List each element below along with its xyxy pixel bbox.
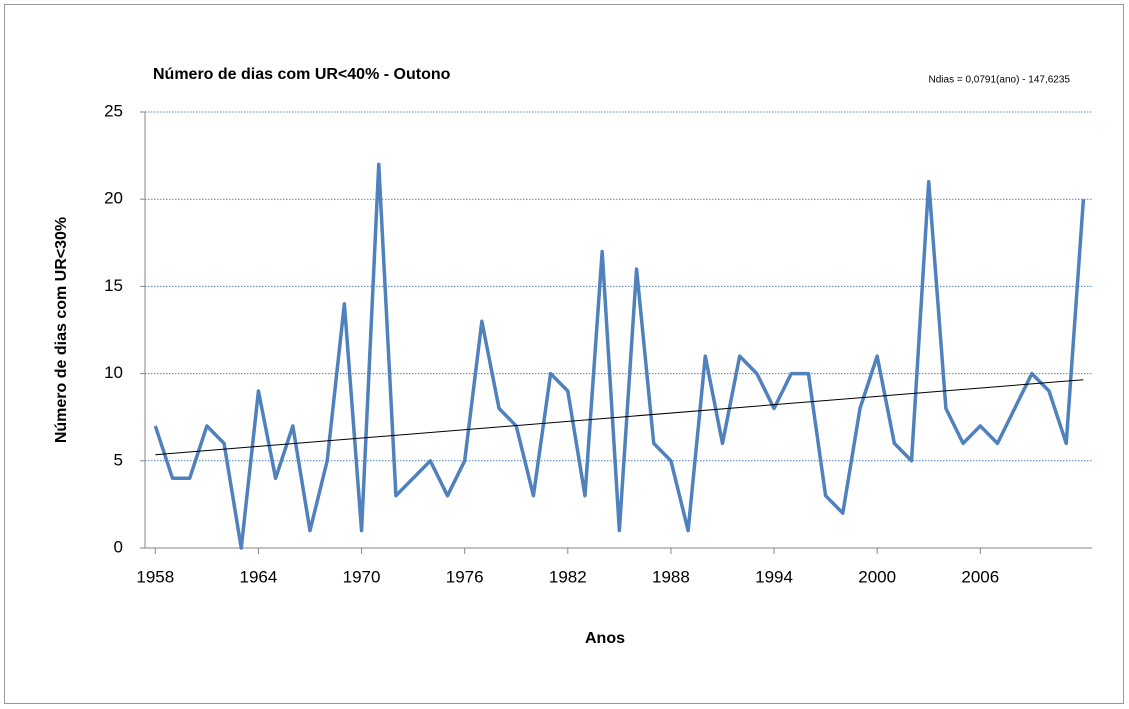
trendline <box>155 379 1084 456</box>
chart-title: Número de dias com UR<40% - Outono <box>153 66 451 83</box>
x-tick-label: 1970 <box>343 567 381 586</box>
x-tick-label: 2006 <box>961 567 999 586</box>
y-tick-label: 0 <box>114 537 123 556</box>
x-tick-label: 1988 <box>652 567 690 586</box>
x-tick-label: 1976 <box>446 567 484 586</box>
x-tick-label: 1982 <box>549 567 587 586</box>
x-tick-label: 1958 <box>136 567 174 586</box>
data-line <box>153 162 1086 550</box>
y-axis-title: Número de dias com UR<30% <box>53 217 70 443</box>
y-tick-label: 20 <box>104 189 123 208</box>
y-tick-label: 5 <box>114 450 123 469</box>
y-tick-label: 10 <box>104 363 123 382</box>
x-tick-label: 1964 <box>240 567 278 586</box>
y-tick-label: 25 <box>104 101 123 120</box>
annotation: Ndias = 0,0791(ano) - 147,6235 <box>929 75 1071 86</box>
chart-border <box>4 4 1124 704</box>
x-tick-label: 1994 <box>755 567 793 586</box>
y-tick-label: 15 <box>104 276 123 295</box>
x-axis-title: Anos <box>585 630 625 647</box>
x-tick-label: 2000 <box>858 567 896 586</box>
